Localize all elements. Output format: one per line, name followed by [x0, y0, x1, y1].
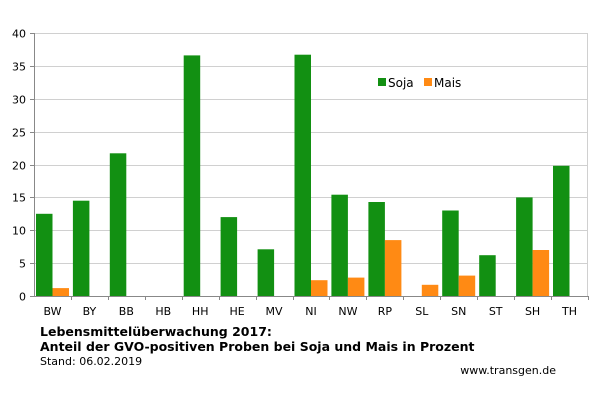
legend-swatch-soja	[378, 78, 386, 86]
x-tick-label: ST	[489, 305, 503, 318]
bar-soja	[36, 213, 53, 296]
legend-swatch-mais	[424, 78, 432, 86]
chart-caption: Lebensmittelüberwachung 2017: Anteil der…	[40, 324, 475, 369]
y-tick-label: 40	[12, 28, 26, 41]
bar-mais	[347, 277, 365, 296]
bar-mais	[311, 280, 328, 296]
x-tick-label: TH	[561, 305, 577, 318]
y-tick-label: 20	[12, 160, 26, 173]
x-tick-label: HH	[192, 305, 209, 318]
bar-soja	[331, 194, 348, 296]
x-tick-label: NW	[338, 305, 357, 318]
bar-soja	[368, 202, 385, 296]
chart-subtitle: Anteil der GVO-positiven Proben bei Soja…	[40, 339, 475, 354]
y-tick-label: 10	[12, 225, 26, 238]
x-tick-label: SN	[451, 305, 466, 318]
bar-soja	[442, 210, 459, 296]
bar-mais	[458, 275, 476, 296]
y-tick-label: 30	[12, 94, 26, 107]
bar-soja	[479, 255, 496, 296]
date-note: Stand: 06.02.2019	[40, 355, 143, 368]
y-axis: 0 5 10 15 20 25 30 35 40	[12, 28, 35, 304]
legend: Soja Mais	[378, 76, 461, 90]
x-tick-label: MV	[266, 305, 283, 318]
x-tick-label: BB	[119, 305, 134, 318]
x-tick-label: SH	[525, 305, 540, 318]
x-tick-label: NI	[305, 305, 316, 318]
x-tick-label: BY	[83, 305, 97, 318]
bar-soja	[109, 153, 127, 296]
x-tick-label: BW	[43, 305, 61, 318]
source-credit: www.transgen.de	[460, 364, 556, 377]
legend-label-soja: Soja	[388, 76, 414, 90]
bar-mais	[384, 240, 402, 296]
bar-soja	[257, 249, 275, 296]
chart-title: Lebensmittelüberwachung 2017:	[40, 324, 272, 339]
bar-soja	[294, 54, 311, 297]
bar-soja	[183, 55, 201, 297]
bar-soja	[220, 217, 238, 296]
bar-soja	[72, 200, 90, 296]
legend-label-mais: Mais	[434, 76, 461, 90]
y-tick-label: 25	[12, 127, 26, 140]
y-tick-label: 35	[12, 61, 26, 74]
x-tick-label: HB	[155, 305, 171, 318]
bars	[36, 54, 570, 297]
x-tick-label: SL	[415, 305, 429, 318]
bar-mais	[532, 250, 550, 296]
x-axis: BW BY BB HB HH HE MV NI NW RP SL SN ST SH TH	[34, 296, 589, 318]
x-tick-label: HE	[230, 305, 245, 318]
y-tick-label: 15	[12, 192, 26, 205]
y-tick-label: 5	[19, 258, 26, 271]
bar-mais	[421, 284, 439, 296]
y-tick-label: 0	[19, 291, 26, 304]
bar-soja	[553, 165, 570, 296]
bar-mais	[52, 288, 69, 296]
x-tick-label: RP	[378, 305, 393, 318]
bar-soja	[516, 197, 533, 296]
